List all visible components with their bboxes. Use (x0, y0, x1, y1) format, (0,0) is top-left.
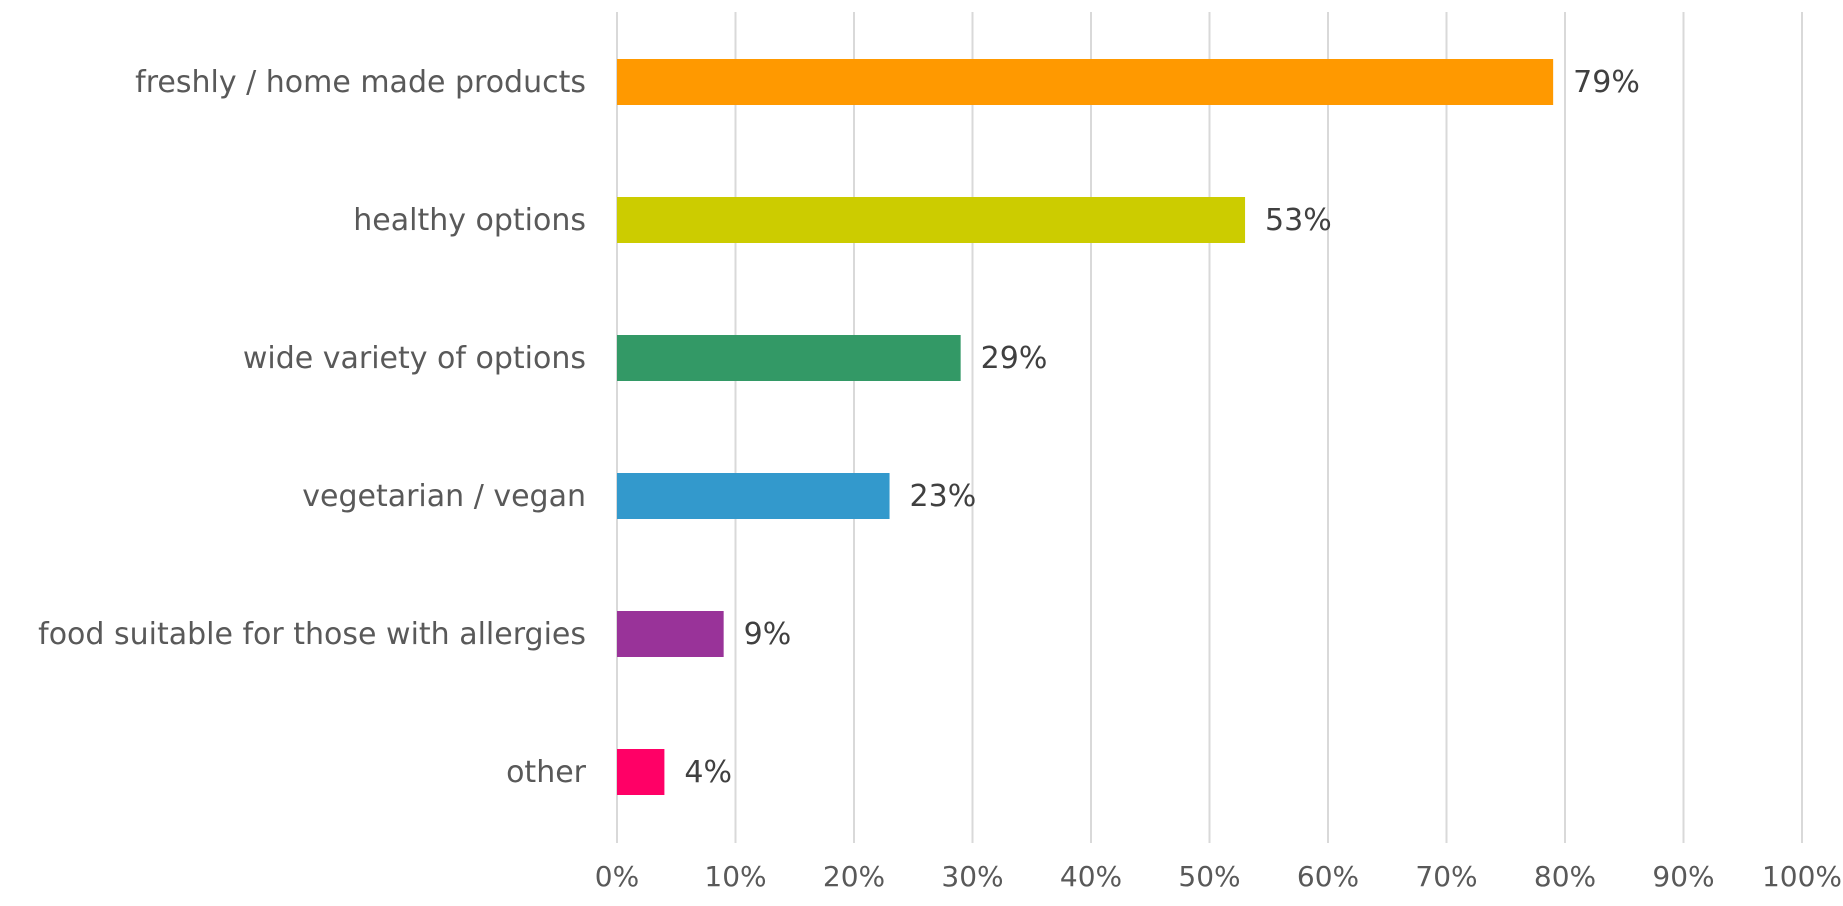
x-tick-label: 70% (1415, 860, 1477, 893)
data-label: 4% (684, 755, 732, 790)
data-label: 9% (744, 617, 792, 652)
category-label: other (506, 755, 587, 790)
x-tick-label: 90% (1652, 860, 1714, 893)
data-labels: 79% 53% 29% 23% 9% 4% (684, 65, 1639, 790)
x-tick-label: 60% (1297, 860, 1359, 893)
x-tick-label: 50% (1178, 860, 1240, 893)
x-tick-label: 40% (1060, 860, 1122, 893)
category-label: freshly / home made products (135, 65, 586, 100)
bars (617, 59, 1554, 795)
bar (617, 473, 890, 519)
gridlines (616, 12, 1803, 843)
bar (617, 749, 665, 795)
category-labels: freshly / home made products healthy opti… (38, 65, 587, 790)
data-label: 79% (1573, 65, 1640, 100)
data-label: 29% (981, 341, 1048, 376)
category-label: food suitable for those with allergies (38, 617, 586, 652)
x-axis-tick-labels: 0% 10% 20% 30% 40% 50% 60% 70% 80% 90% 100% (595, 860, 1842, 893)
x-tick-label: 20% (823, 860, 885, 893)
x-tick-label: 30% (941, 860, 1003, 893)
data-label: 53% (1265, 203, 1332, 238)
bar (617, 59, 1554, 105)
bar (617, 197, 1246, 243)
x-tick-label: 80% (1534, 860, 1596, 893)
category-label: wide variety of options (243, 341, 586, 376)
bar (617, 611, 724, 657)
x-tick-label: 100% (1762, 860, 1842, 893)
bar (617, 335, 961, 381)
data-label: 23% (910, 479, 977, 514)
x-tick-label: 10% (704, 860, 766, 893)
category-label: vegetarian / vegan (302, 479, 586, 514)
category-label: healthy options (353, 203, 586, 238)
x-tick-label: 0% (595, 860, 639, 893)
